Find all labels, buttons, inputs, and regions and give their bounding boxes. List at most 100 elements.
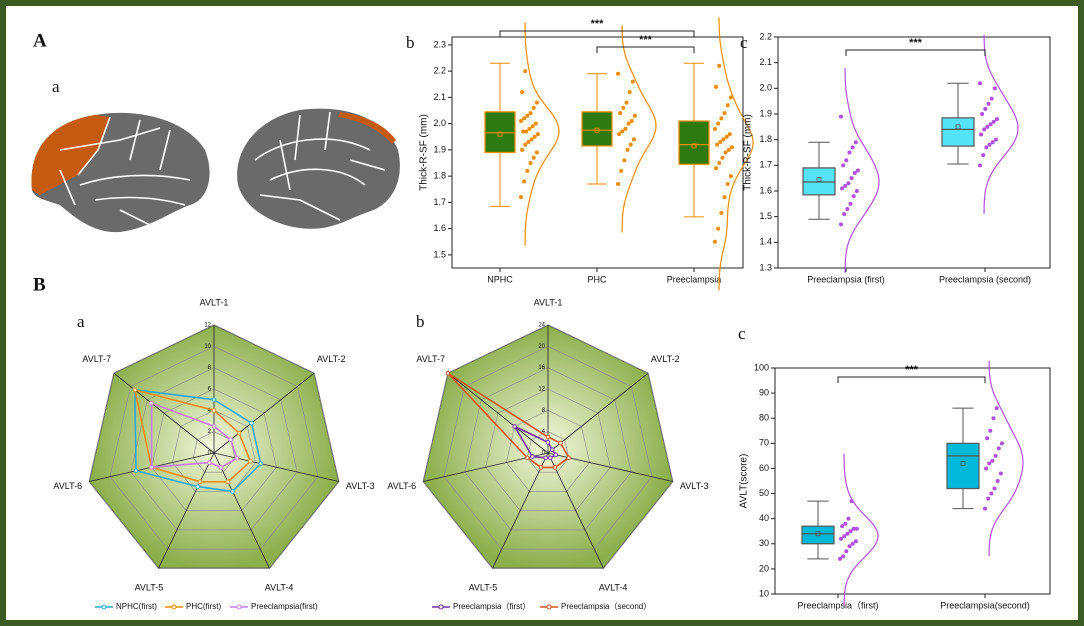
x-tick-label: Preeclampsia bbox=[667, 274, 722, 284]
data-point bbox=[851, 145, 855, 149]
density-curve bbox=[525, 23, 559, 246]
r-tick-label: 12 bbox=[538, 387, 545, 393]
legend-label: Preeclampsia（first） bbox=[453, 602, 530, 611]
y-tick-label: 70 bbox=[759, 438, 769, 448]
r-tick-label: 24 bbox=[538, 323, 545, 329]
data-point bbox=[981, 153, 985, 157]
y-tick-label: 1.7 bbox=[433, 197, 446, 207]
data-point bbox=[532, 156, 536, 160]
data-point bbox=[714, 85, 718, 89]
panel-label: A bbox=[33, 30, 47, 51]
data-point bbox=[997, 446, 1001, 450]
data-point bbox=[983, 507, 987, 511]
data-point bbox=[533, 135, 537, 139]
x-tick-label: Preeclampsia (first) bbox=[807, 274, 885, 284]
data-point bbox=[852, 194, 856, 198]
data-point bbox=[519, 119, 523, 123]
radar-point bbox=[196, 485, 200, 489]
data-point bbox=[842, 212, 846, 216]
radar-point bbox=[559, 441, 563, 445]
data-point bbox=[522, 116, 526, 120]
radar-point bbox=[539, 466, 543, 470]
y-tick-label: 40 bbox=[759, 513, 769, 523]
radar-point bbox=[150, 401, 154, 405]
radar-point bbox=[250, 421, 254, 425]
data-point bbox=[531, 124, 535, 128]
axis-label: AVLT-6 bbox=[53, 481, 82, 491]
data-point bbox=[993, 487, 997, 491]
radar-point bbox=[567, 456, 571, 460]
radar-point bbox=[546, 435, 550, 439]
y-tick-label: 1.9 bbox=[433, 144, 446, 154]
data-point bbox=[995, 117, 999, 121]
panel-label: a bbox=[52, 77, 60, 96]
box bbox=[947, 443, 979, 488]
data-point bbox=[621, 106, 625, 110]
data-point bbox=[723, 195, 727, 199]
data-point bbox=[841, 163, 845, 167]
radar-point bbox=[549, 456, 553, 460]
data-point bbox=[838, 557, 842, 561]
data-point bbox=[843, 184, 847, 188]
data-point bbox=[985, 436, 989, 440]
data-point bbox=[721, 137, 725, 141]
data-point bbox=[854, 140, 858, 144]
data-point bbox=[530, 137, 534, 141]
data-point bbox=[839, 115, 843, 119]
data-point bbox=[626, 148, 630, 152]
data-point bbox=[535, 101, 539, 105]
data-point bbox=[526, 140, 530, 144]
significance-bracket bbox=[500, 31, 694, 37]
data-point bbox=[839, 537, 843, 541]
data-point bbox=[853, 171, 857, 175]
data-point bbox=[718, 140, 722, 144]
box bbox=[679, 121, 709, 164]
data-point bbox=[724, 151, 728, 155]
axis-label: AVLT-2 bbox=[651, 354, 680, 364]
radar-point bbox=[525, 456, 529, 460]
data-point bbox=[726, 182, 730, 186]
panel-label: a bbox=[77, 312, 85, 331]
data-point bbox=[616, 72, 620, 76]
data-point bbox=[532, 106, 536, 110]
y-tick-label: 30 bbox=[759, 538, 769, 548]
radar-point bbox=[208, 461, 212, 465]
axis-label: AVLT-6 bbox=[387, 481, 416, 491]
data-point bbox=[534, 122, 538, 126]
data-point bbox=[623, 127, 627, 131]
data-point bbox=[1000, 441, 1004, 445]
radar-point bbox=[531, 455, 535, 459]
y-tick-label: 2.1 bbox=[759, 57, 772, 67]
radar-point bbox=[513, 425, 517, 429]
data-point bbox=[719, 116, 723, 120]
data-point bbox=[991, 416, 995, 420]
data-point bbox=[725, 135, 729, 139]
data-point bbox=[629, 143, 633, 147]
data-point bbox=[720, 156, 724, 160]
axis-label: AVLT-5 bbox=[469, 583, 498, 593]
r-tick-label: 16 bbox=[538, 365, 545, 371]
data-point bbox=[729, 174, 733, 178]
y-axis-label: Thick-R-SF (mm) bbox=[743, 114, 754, 191]
y-tick-label: 2.1 bbox=[433, 92, 446, 102]
y-tick-label: 20 bbox=[759, 563, 769, 573]
data-point bbox=[849, 202, 853, 206]
data-point bbox=[850, 176, 854, 180]
data-point bbox=[988, 429, 992, 433]
data-point bbox=[624, 101, 628, 105]
y-tick-label: 1.6 bbox=[759, 185, 772, 195]
data-point bbox=[992, 120, 996, 124]
data-point bbox=[989, 122, 993, 126]
legend-label: Preeclampsia（second） bbox=[561, 602, 651, 611]
data-point bbox=[855, 189, 859, 193]
panel-label: c bbox=[738, 324, 746, 343]
axis-label: AVLT-1 bbox=[200, 297, 229, 307]
data-point bbox=[851, 542, 855, 546]
data-point bbox=[529, 161, 533, 165]
y-tick-label: 1.7 bbox=[759, 160, 772, 170]
data-point bbox=[716, 122, 720, 126]
axis-label: AVLT-5 bbox=[135, 583, 164, 593]
data-point bbox=[843, 522, 847, 526]
y-tick-label: 1.5 bbox=[759, 211, 772, 221]
data-point bbox=[630, 119, 634, 123]
